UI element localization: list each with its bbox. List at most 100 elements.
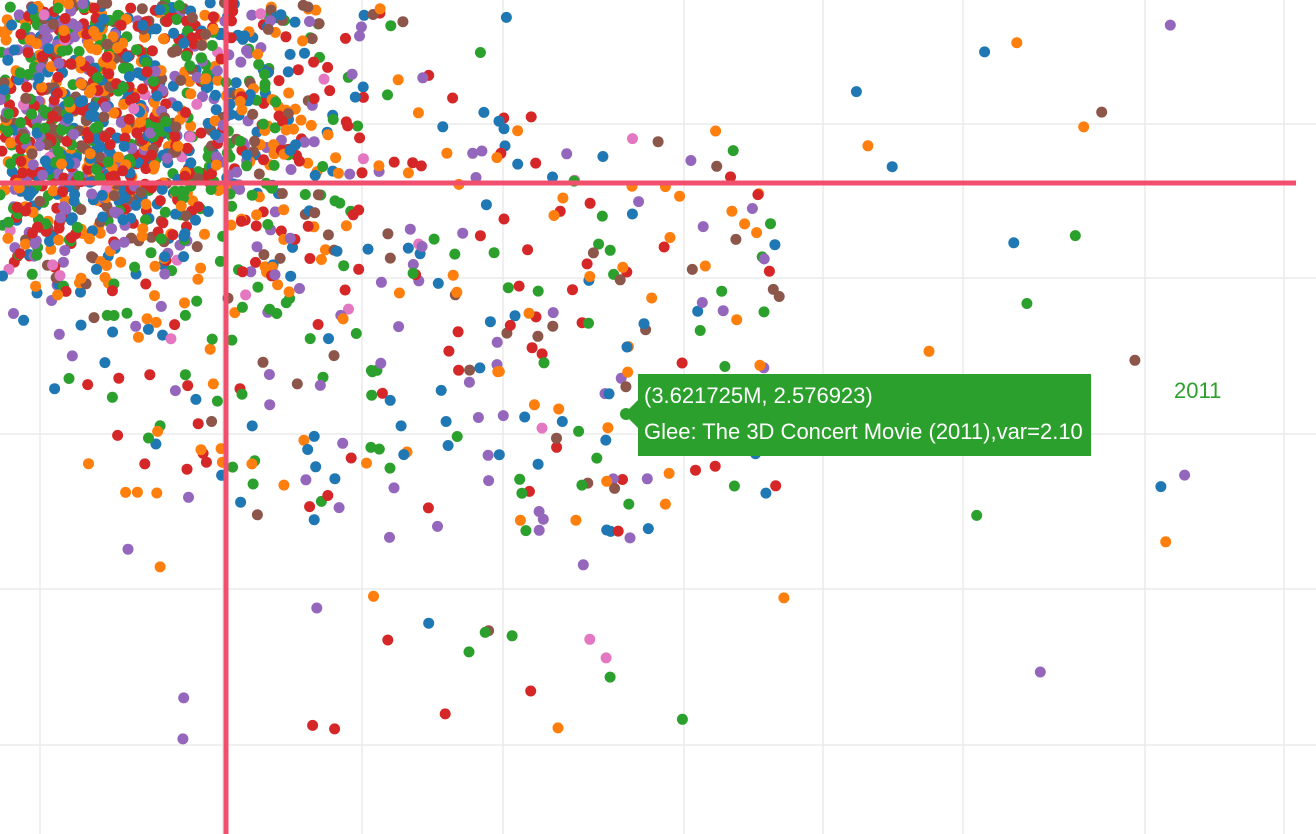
data-point (283, 87, 295, 99)
data-point (204, 343, 216, 355)
data-point (778, 592, 790, 604)
data-point (240, 289, 252, 301)
data-point (137, 83, 149, 95)
data-point (167, 80, 179, 92)
data-point (210, 104, 222, 116)
data-point (92, 72, 104, 84)
data-point (349, 91, 361, 103)
data-point (45, 243, 57, 255)
data-point (551, 441, 563, 453)
data-point (727, 145, 739, 157)
data-point (61, 135, 73, 147)
data-point (474, 47, 486, 58)
data-point (56, 124, 68, 136)
data-point (340, 32, 351, 44)
data-point (0, 145, 8, 157)
data-point (39, 155, 51, 167)
data-point (109, 206, 120, 218)
data-point (75, 286, 86, 298)
data-point (696, 297, 708, 308)
data-point (52, 2, 64, 14)
data-point (584, 633, 596, 645)
data-point (382, 634, 394, 646)
data-point (357, 153, 369, 165)
data-point (305, 119, 317, 131)
data-point (577, 559, 589, 571)
data-point (39, 122, 51, 134)
data-point (33, 140, 45, 152)
data-point (226, 15, 237, 27)
data-point (101, 51, 113, 63)
data-point (154, 4, 166, 16)
data-point (384, 462, 396, 474)
data-point (536, 422, 548, 434)
data-point (200, 73, 212, 85)
data-point (277, 115, 289, 127)
data-point (646, 292, 658, 304)
data-point (26, 108, 38, 120)
data-point (384, 531, 395, 543)
data-point (196, 52, 207, 64)
data-point (136, 230, 148, 242)
data-point (94, 152, 105, 163)
data-point (299, 189, 311, 200)
data-point (596, 210, 608, 222)
data-point (652, 136, 664, 148)
data-point (275, 225, 287, 237)
data-point (328, 350, 340, 362)
data-point (62, 113, 74, 124)
data-point (313, 18, 325, 30)
data-point (53, 234, 65, 246)
data-point (624, 532, 636, 544)
data-point (241, 149, 253, 161)
data-point (269, 269, 281, 281)
data-point (509, 310, 521, 322)
data-point (241, 160, 253, 172)
data-point (407, 259, 419, 270)
data-point (171, 14, 183, 25)
data-point (192, 418, 204, 430)
data-point (583, 317, 594, 329)
data-point (169, 319, 181, 331)
data-point (102, 156, 114, 168)
data-point (322, 229, 334, 241)
data-point (337, 313, 349, 325)
data-point (257, 356, 269, 368)
data-point (206, 416, 218, 427)
data-point (443, 345, 455, 357)
data-point (149, 160, 161, 172)
data-point (155, 233, 167, 245)
data-point (923, 345, 935, 357)
data-point (350, 328, 362, 339)
data-point (131, 127, 143, 139)
data-point (161, 16, 173, 28)
data-point (26, 268, 38, 280)
data-point (159, 268, 171, 280)
data-point (43, 43, 55, 55)
data-point (553, 403, 565, 415)
data-point (170, 121, 182, 133)
data-point (77, 0, 89, 10)
data-point (886, 161, 898, 173)
data-point (439, 708, 451, 720)
data-point (658, 241, 670, 253)
data-point (285, 164, 297, 175)
data-point (765, 218, 776, 230)
data-point (297, 0, 309, 11)
data-point (622, 366, 634, 378)
data-point (259, 68, 271, 80)
data-point (68, 128, 80, 140)
data-point (612, 525, 624, 537)
data-point (339, 284, 351, 296)
data-point (22, 47, 34, 59)
data-point (617, 474, 628, 485)
data-point (308, 430, 320, 442)
data-point (417, 72, 429, 84)
data-point (357, 81, 369, 93)
data-points[interactable] (0, 0, 1191, 745)
data-point (149, 260, 161, 272)
data-point (180, 107, 191, 118)
data-point (769, 239, 781, 251)
data-point (211, 395, 223, 407)
